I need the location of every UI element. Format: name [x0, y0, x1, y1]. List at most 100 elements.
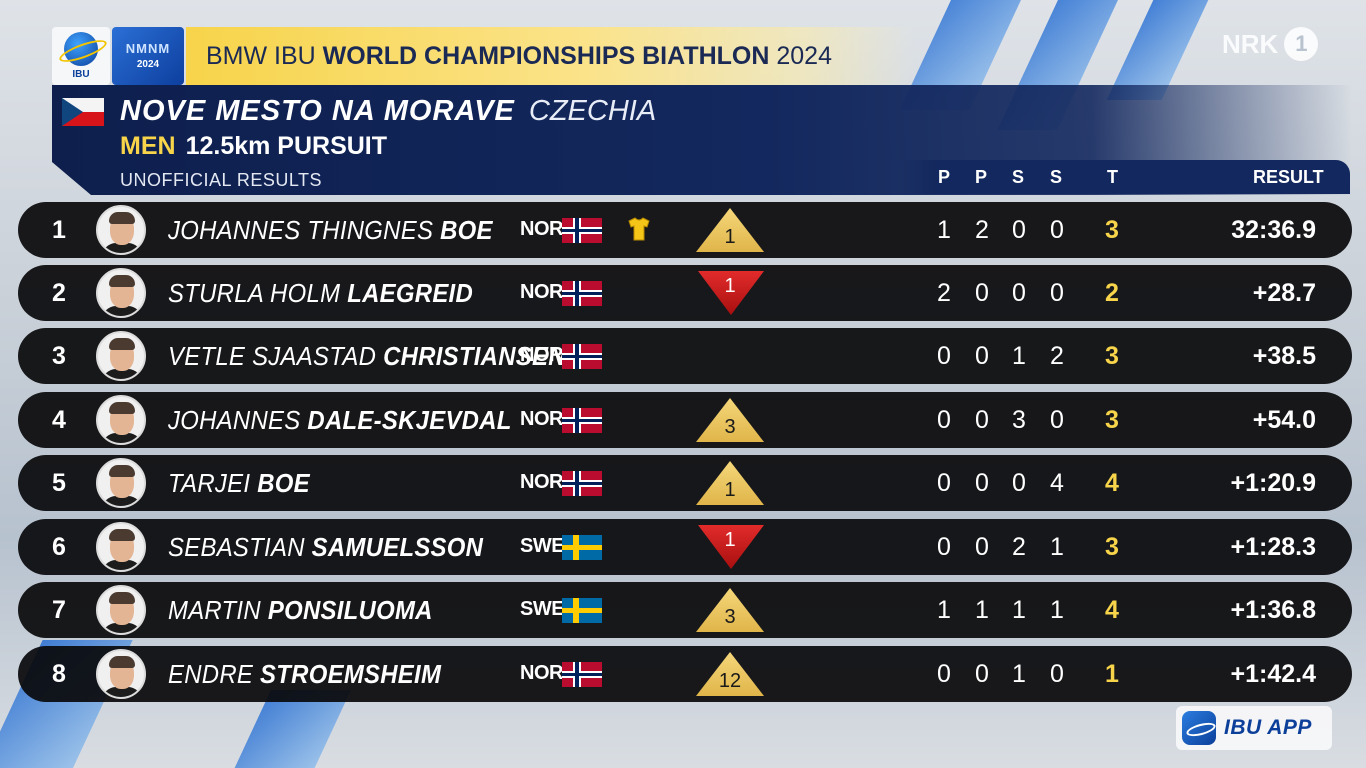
nation-code: NOR	[520, 662, 563, 684]
athlete-last-name: LAEGREID	[347, 278, 474, 308]
athlete-last-name: DALE-SKJEVDAL	[307, 405, 512, 435]
result-row: 7 MARTIN PONSILUOMA SWE 3 1 1 1 1 4 +1:36.8	[18, 582, 1352, 638]
athlete-last-name: CHRISTIANSEN	[383, 341, 566, 371]
shooting-misses: 1	[1012, 342, 1026, 370]
athlete-name: SEBASTIAN SAMUELSSON	[168, 532, 483, 563]
result-row: 4 JOHANNES DALE-SKJEVDAL NOR 3 0 0 3 0 3 +54.0	[18, 392, 1352, 448]
event-logo: NMNM 2024	[112, 27, 184, 85]
athlete-first-name: TARJEI	[168, 468, 251, 498]
nation-code: SWE	[520, 535, 565, 557]
sweden-flag-icon	[562, 535, 602, 560]
shooting-misses: 2	[975, 216, 989, 244]
result-row: 6 SEBASTIAN SAMUELSSON SWE 1 0 0 2 1 3 +1:28.3	[18, 519, 1352, 575]
event-logo-year: 2024	[136, 59, 160, 70]
channel-logo: NRK 1	[1222, 26, 1322, 62]
athlete-name: MARTIN PONSILUOMA	[168, 595, 433, 626]
shooting-misses: 2	[937, 279, 951, 307]
total-misses: 4	[1105, 469, 1119, 497]
athlete-last-name: BOE	[257, 468, 310, 498]
athlete-avatar	[96, 331, 146, 381]
result-time: +1:20.9	[1230, 469, 1317, 497]
athlete-name: VETLE SJAASTAD CHRISTIANSEN	[168, 341, 566, 372]
championship-title: BMW IBU WORLD CHAMPIONSHIPS BIATHLON 202…	[186, 27, 916, 85]
positions-gained: 1	[724, 479, 736, 501]
norway-flag-icon	[562, 218, 602, 243]
positions-gained: 3	[724, 606, 736, 628]
title-year: 2024	[776, 41, 832, 70]
globe-icon	[64, 32, 98, 66]
rank: 1	[52, 216, 66, 244]
shooting-misses: 0	[975, 533, 989, 561]
rank: 2	[52, 279, 66, 307]
shooting-misses: 1	[975, 596, 989, 624]
column-header-prone-2: P	[975, 167, 988, 187]
rank: 7	[52, 596, 66, 624]
athlete-avatar	[96, 458, 146, 508]
shooting-misses: 0	[975, 342, 989, 370]
shooting-misses: 0	[937, 469, 951, 497]
shooting-misses: 1	[1012, 660, 1026, 688]
event-gender: MEN	[120, 132, 176, 160]
shooting-misses: 0	[1050, 279, 1064, 307]
shooting-misses: 2	[1050, 342, 1064, 370]
norway-flag-icon	[562, 281, 602, 306]
ibu-app-label: IBU APP	[1224, 716, 1312, 739]
ibu-logo-text: IBU	[72, 69, 90, 80]
column-header-bar	[900, 160, 1350, 194]
title-prefix: BMW IBU	[206, 41, 316, 70]
positions-lost: 1	[724, 529, 736, 551]
column-header-standing-1: S	[1012, 167, 1025, 187]
sweden-flag-icon	[562, 598, 602, 623]
athlete-first-name: MARTIN	[168, 595, 261, 625]
shooting-misses: 0	[975, 406, 989, 434]
athlete-avatar	[96, 649, 146, 699]
norway-flag-icon	[562, 662, 602, 687]
shooting-misses: 0	[1012, 279, 1026, 307]
positions-gained: 3	[724, 416, 736, 438]
shooting-misses: 0	[1012, 216, 1026, 244]
athlete-first-name: VETLE SJAASTAD	[168, 341, 377, 371]
total-misses: 3	[1105, 406, 1119, 434]
ibu-logo: IBU	[52, 27, 110, 85]
title-main: WORLD CHAMPIONSHIPS BIATHLON	[322, 41, 770, 70]
nation-code: SWE	[520, 598, 565, 620]
athlete-name: STURLA HOLM LAEGREID	[168, 278, 473, 309]
result-time: 32:36.9	[1231, 216, 1316, 244]
result-row: 3 VETLE SJAASTAD CHRISTIANSEN NOR 0 0 1 2 3 +38.…	[18, 328, 1352, 384]
athlete-first-name: SEBASTIAN	[168, 532, 305, 562]
total-misses: 3	[1105, 342, 1119, 370]
shooting-misses: 0	[1050, 216, 1064, 244]
athlete-first-name: ENDRE	[168, 659, 254, 689]
shooting-misses: 0	[937, 533, 951, 561]
shooting-misses: 0	[975, 469, 989, 497]
athlete-last-name: SAMUELSSON	[311, 532, 484, 562]
shooting-misses: 0	[1050, 406, 1064, 434]
nation-code: NOR	[520, 218, 563, 240]
norway-flag-icon	[562, 471, 602, 496]
column-header-prone-1: P	[938, 167, 951, 187]
event-discipline: 12.5km PURSUIT	[185, 132, 388, 160]
athlete-last-name: BOE	[440, 215, 493, 245]
yellow-bib-icon	[628, 217, 650, 241]
shooting-misses: 3	[1012, 406, 1026, 434]
nation-code: NOR	[520, 408, 563, 430]
result-row: 1 JOHANNES THINGNES BOE NOR 1 1 2 0 0 3 32:36.9	[18, 202, 1352, 258]
czech-flag-icon	[62, 98, 104, 126]
channel-name: NRK	[1222, 28, 1279, 59]
column-header-total: T	[1107, 167, 1118, 187]
ibu-app-icon	[1182, 711, 1216, 745]
shooting-misses: 1	[937, 596, 951, 624]
athlete-first-name: JOHANNES THINGNES	[168, 215, 434, 245]
athlete-avatar	[96, 585, 146, 635]
total-misses: 4	[1105, 596, 1119, 624]
athlete-avatar	[96, 268, 146, 318]
result-time: +1:42.4	[1230, 660, 1317, 688]
athlete-avatar	[96, 205, 146, 255]
result-time: +38.5	[1252, 342, 1316, 370]
event-logo-mark: NMNM	[125, 41, 171, 56]
athlete-avatar	[96, 522, 146, 572]
rank: 5	[52, 469, 66, 497]
norway-flag-icon	[562, 344, 602, 369]
venue-name: NOVE MESTO NA MORAVE	[120, 95, 515, 127]
nation-code: NOR	[520, 344, 563, 366]
